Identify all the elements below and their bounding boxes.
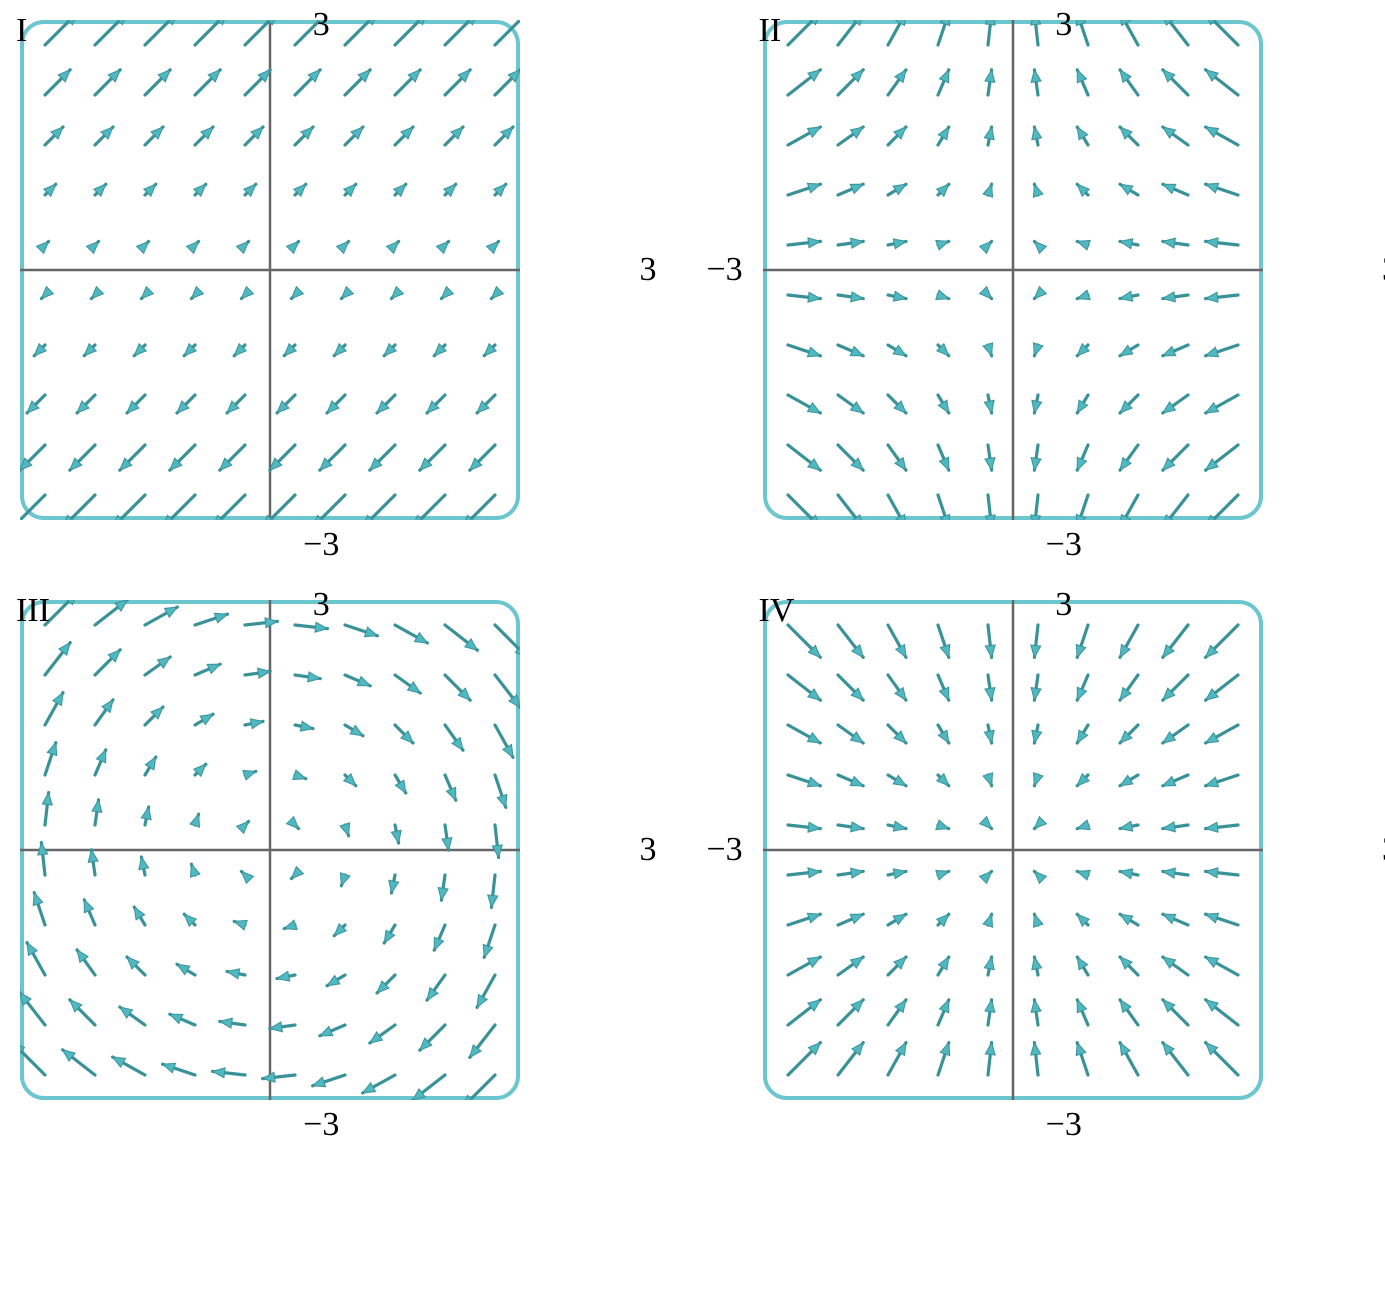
panel-2-left-label: −3 bbox=[707, 251, 743, 289]
panel-1-bottom-label: −3 bbox=[303, 526, 339, 564]
panel-4-top-label: 3 bbox=[1055, 586, 1072, 624]
panel-1-id: I bbox=[16, 12, 27, 50]
panel-3-id: III bbox=[16, 592, 50, 630]
panel-3-top-label: 3 bbox=[313, 586, 330, 624]
panel-3-bottom-label: −3 bbox=[303, 1106, 339, 1144]
panel-2-top-label: 3 bbox=[1055, 6, 1072, 44]
panel-4-bottom-label: −3 bbox=[1046, 1106, 1082, 1144]
panel-3: III 3 −3 −3 3 bbox=[20, 600, 623, 1100]
panel-4-id: IV bbox=[759, 592, 795, 630]
panel-3-svg bbox=[20, 600, 520, 1100]
panel-2-bottom-label: −3 bbox=[1046, 526, 1082, 564]
panel-4-left-label: −3 bbox=[707, 831, 743, 869]
panel-4: IV 3 −3 −3 3 bbox=[763, 600, 1366, 1100]
panel-1-svg bbox=[20, 20, 520, 520]
panel-2-id: II bbox=[759, 12, 782, 50]
panel-3-right-label: 3 bbox=[640, 831, 657, 869]
panel-4-svg bbox=[763, 600, 1263, 1100]
panel-1-top-label: 3 bbox=[313, 6, 330, 44]
panel-2-svg bbox=[763, 20, 1263, 520]
panel-1: I 3 −3 −3 3 bbox=[20, 20, 623, 520]
panel-1-right-label: 3 bbox=[640, 251, 657, 289]
panel-2: II 3 −3 −3 3 bbox=[763, 20, 1366, 520]
panel-grid: I 3 −3 −3 3 II 3 −3 −3 3 III 3 −3 −3 3 I… bbox=[20, 20, 1365, 1100]
